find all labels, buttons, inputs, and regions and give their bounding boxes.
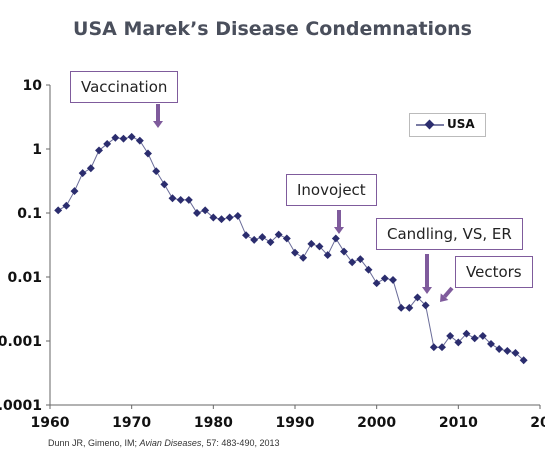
- data-point: [495, 345, 504, 353]
- y-tick-label: 0.1: [17, 206, 42, 222]
- data-point: [176, 195, 185, 204]
- data-point: [323, 251, 332, 260]
- data-point: [242, 231, 250, 240]
- data-point: [233, 211, 242, 220]
- legend-swatch: [416, 119, 444, 130]
- citation-journal: Avian Diseases: [139, 438, 202, 448]
- series-line-usa: [57, 136, 524, 361]
- data-point: [225, 213, 234, 222]
- data-point: [315, 242, 324, 251]
- data-point: [274, 230, 283, 239]
- data-point: [111, 133, 120, 142]
- data-point: [78, 169, 87, 178]
- x-tick-label: 1990: [276, 415, 315, 431]
- citation: Dunn JR, Gimeno, IM; Avian Diseases, 57:…: [48, 438, 279, 448]
- data-point: [478, 331, 487, 340]
- data-point: [487, 339, 495, 348]
- x-tick-label: 1960: [31, 415, 70, 431]
- data-point: [291, 248, 299, 257]
- data-point: [429, 343, 438, 352]
- data-point: [217, 215, 226, 224]
- data-point: [340, 247, 348, 256]
- data-point: [119, 134, 128, 143]
- data-point: [397, 303, 406, 312]
- data-point: [201, 206, 210, 215]
- legend-label: USA: [447, 117, 475, 131]
- data-point: [135, 136, 144, 145]
- data-point: [258, 233, 267, 242]
- citation-details: , 57: 483-490, 2013: [201, 438, 280, 448]
- x-tick-label: 2000: [357, 415, 396, 431]
- annotation-box: Vaccination: [70, 71, 179, 103]
- annotation-box: Candling, VS, ER: [376, 218, 523, 250]
- annotation-box: Inovoject: [286, 174, 377, 206]
- annotation-box: Vectors: [455, 256, 533, 288]
- data-point: [127, 132, 136, 141]
- data-point: [54, 206, 63, 215]
- chart-title: USA Marek’s Disease Condemnations: [73, 18, 472, 40]
- data-point: [95, 146, 103, 155]
- data-point: [86, 164, 95, 173]
- data-point: [266, 238, 275, 247]
- citation-authors: Dunn JR, Gimeno, IM;: [48, 438, 140, 448]
- data-point: [184, 195, 193, 204]
- annotation-arrow: [443, 286, 454, 298]
- data-point: [250, 235, 259, 244]
- data-point: [299, 253, 308, 262]
- data-point: [462, 329, 471, 338]
- data-point: [144, 149, 152, 158]
- data-point: [503, 346, 512, 355]
- chart-legend: USA: [409, 113, 486, 137]
- data-point: [389, 275, 397, 284]
- data-point: [331, 234, 340, 243]
- y-tick-label: 0.0001: [0, 398, 42, 414]
- data-point: [160, 180, 169, 189]
- x-tick-label: 20: [530, 415, 545, 431]
- data-point: [348, 258, 357, 267]
- data-point: [193, 209, 201, 217]
- annotation-arrowhead: [334, 227, 344, 234]
- x-tick-label: 2010: [439, 415, 478, 431]
- data-point: [168, 194, 177, 203]
- data-point: [438, 343, 446, 352]
- data-point: [446, 331, 455, 340]
- data-point: [364, 265, 373, 274]
- data-point: [421, 301, 430, 310]
- data-point: [405, 303, 414, 312]
- data-point: [307, 239, 316, 248]
- data-point: [152, 167, 161, 176]
- data-point: [282, 234, 291, 243]
- data-point: [519, 356, 528, 365]
- y-tick-label: 0.01: [7, 270, 42, 286]
- x-tick-label: 1980: [194, 415, 233, 431]
- data-point: [470, 334, 479, 343]
- y-tick-label: 0.001: [0, 334, 42, 350]
- y-tick-label: 10: [23, 78, 43, 94]
- data-point: [454, 338, 463, 347]
- data-point: [62, 201, 71, 210]
- data-point: [413, 293, 422, 302]
- data-point: [380, 274, 389, 283]
- y-tick-label: 1: [32, 142, 42, 158]
- annotation-arrowhead: [440, 293, 449, 302]
- data-point: [70, 187, 79, 196]
- annotation-arrowhead: [422, 287, 432, 294]
- data-point: [356, 255, 365, 264]
- data-point: [372, 279, 381, 288]
- x-tick-label: 1970: [112, 415, 151, 431]
- annotation-arrowhead: [153, 121, 163, 128]
